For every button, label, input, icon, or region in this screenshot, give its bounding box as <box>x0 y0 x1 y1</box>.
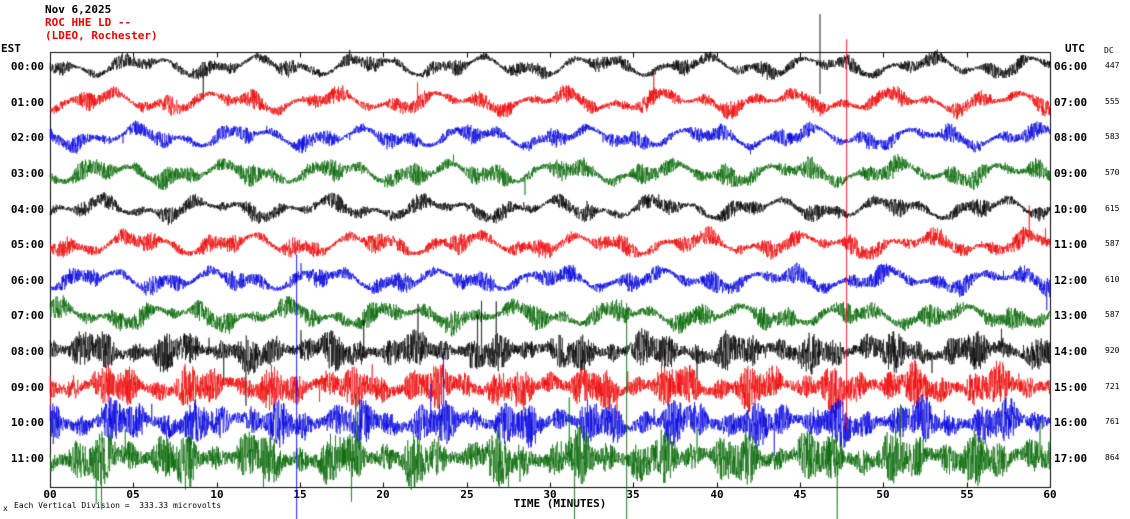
utc-label-11: 17:00 <box>1054 452 1088 465</box>
dc-value-5: 587 <box>1105 239 1120 248</box>
utc-label-8: 14:00 <box>1054 345 1088 358</box>
dc-value-0: 447 <box>1105 61 1120 70</box>
dc-value-4: 615 <box>1105 204 1120 213</box>
est-label-10: 10:00 <box>10 416 44 429</box>
utc-label-10: 16:00 <box>1054 416 1088 429</box>
x-tick-20: 20 <box>376 488 390 501</box>
plot-date: Nov 6,2025 <box>45 3 112 16</box>
est-label-7: 07:00 <box>10 309 44 322</box>
dc-value-6: 610 <box>1105 275 1120 284</box>
utc-label-5: 11:00 <box>1054 238 1088 251</box>
dc-value-11: 864 <box>1105 453 1120 462</box>
utc-label-3: 09:00 <box>1054 167 1088 180</box>
est-label-5: 05:00 <box>10 238 44 251</box>
est-label-3: 03:00 <box>10 167 44 180</box>
dc-value-7: 587 <box>1105 310 1120 319</box>
x-tick-50: 50 <box>876 488 890 501</box>
dc-value-2: 583 <box>1105 132 1120 141</box>
utc-label-4: 10:00 <box>1054 203 1088 216</box>
footer-marker: x <box>3 504 8 513</box>
est-label-8: 08:00 <box>10 345 44 358</box>
est-label-1: 01:00 <box>10 96 44 109</box>
dc-value-8: 920 <box>1105 346 1120 355</box>
utc-label-6: 12:00 <box>1054 274 1088 287</box>
x-tick-40: 40 <box>710 488 724 501</box>
right-axis-title: UTC <box>1065 42 1085 55</box>
utc-label-2: 08:00 <box>1054 131 1088 144</box>
x-tick-10: 10 <box>210 488 224 501</box>
est-label-11: 11:00 <box>10 452 44 465</box>
x-axis-title: TIME (MINUTES) <box>513 497 607 510</box>
est-label-4: 04:00 <box>10 203 44 216</box>
x-tick-60: 60 <box>1043 488 1057 501</box>
left-axis-title: EST <box>1 42 21 55</box>
utc-label-1: 07:00 <box>1054 96 1088 109</box>
x-tick-45: 45 <box>793 488 807 501</box>
x-tick-05: 05 <box>126 488 140 501</box>
est-label-2: 02:00 <box>10 131 44 144</box>
x-tick-15: 15 <box>293 488 307 501</box>
dc-value-3: 570 <box>1105 168 1120 177</box>
scale-note: Each Vertical Division = 333.33 microvol… <box>14 501 222 510</box>
x-tick-55: 55 <box>960 488 974 501</box>
utc-label-9: 15:00 <box>1054 381 1088 394</box>
x-tick-00: 00 <box>43 488 57 501</box>
utc-label-0: 06:00 <box>1054 60 1088 73</box>
dc-value-1: 555 <box>1105 97 1120 106</box>
est-label-6: 06:00 <box>10 274 44 287</box>
dc-value-9: 721 <box>1105 382 1120 391</box>
est-label-0: 00:00 <box>10 60 44 73</box>
station-location: (LDEO, Rochester) <box>45 29 158 42</box>
station-id: ROC HHE LD -- <box>45 16 132 29</box>
x-tick-25: 25 <box>460 488 474 501</box>
utc-label-7: 13:00 <box>1054 309 1088 322</box>
dc-value-10: 761 <box>1105 417 1120 426</box>
dc-column-header: DC <box>1104 46 1114 55</box>
est-label-9: 09:00 <box>10 381 44 394</box>
